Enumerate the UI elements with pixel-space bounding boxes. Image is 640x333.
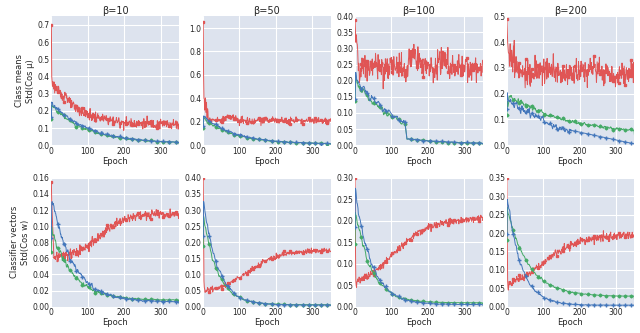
Y-axis label: Class means
Std(Cos μ): Class means Std(Cos μ) [15,54,35,107]
X-axis label: Epoch: Epoch [254,318,280,327]
X-axis label: Epoch: Epoch [557,318,584,327]
X-axis label: Epoch: Epoch [102,318,128,327]
X-axis label: Epoch: Epoch [254,157,280,166]
Title: β=200: β=200 [554,6,587,16]
Title: β=100: β=100 [403,6,435,16]
X-axis label: Epoch: Epoch [406,318,431,327]
X-axis label: Epoch: Epoch [406,157,431,166]
Title: β=50: β=50 [253,6,280,16]
Title: β=10: β=10 [102,6,128,16]
X-axis label: Epoch: Epoch [102,157,128,166]
Y-axis label: Classifier vectors
Std(Cos w): Classifier vectors Std(Cos w) [10,206,30,278]
X-axis label: Epoch: Epoch [557,157,584,166]
